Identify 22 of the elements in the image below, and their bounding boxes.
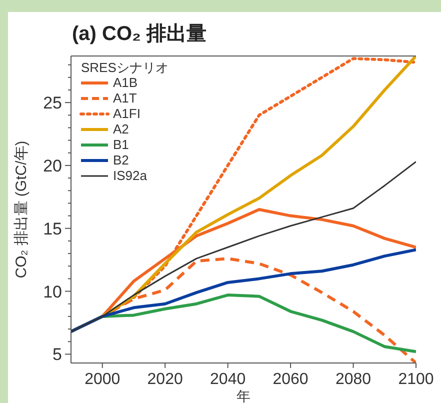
y-tick-label: 25 bbox=[43, 94, 62, 113]
legend-label: A2 bbox=[113, 122, 129, 136]
x-tick-label: 2020 bbox=[147, 371, 183, 388]
legend-label: A1T bbox=[113, 90, 137, 106]
y-tick-label: 20 bbox=[43, 156, 62, 176]
y-axis-title: CO₂ 排出量 (GtC/年) bbox=[13, 140, 30, 278]
legend-title: SRESシナリオ bbox=[81, 60, 168, 75]
chart-title: (a) CO₂ 排出量 bbox=[72, 23, 206, 45]
legend-label: B1 bbox=[113, 137, 129, 152]
y-tick-label: 10 bbox=[43, 282, 62, 302]
y-tick-label: 5 bbox=[52, 345, 62, 364]
y-tick-label: 15 bbox=[43, 219, 62, 238]
x-tick-label: 2100 bbox=[398, 371, 434, 388]
legend-label: A1FI bbox=[113, 106, 140, 121]
x-tick-label: 2000 bbox=[84, 371, 120, 388]
x-axis-title: 年 bbox=[236, 388, 250, 403]
x-tick-label: 2080 bbox=[335, 371, 372, 388]
x-tick-label: 2060 bbox=[272, 371, 308, 388]
legend-label: IS92a bbox=[113, 168, 148, 183]
legend-label: A1B bbox=[113, 75, 138, 90]
x-tick-label: 2040 bbox=[210, 371, 246, 388]
legend-label: B2 bbox=[113, 152, 129, 168]
